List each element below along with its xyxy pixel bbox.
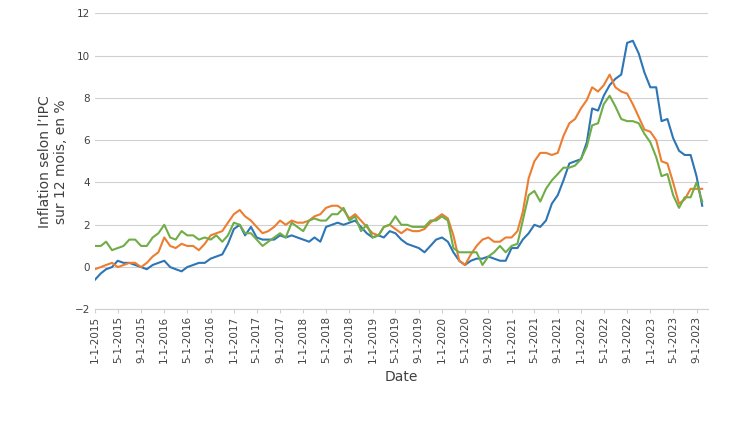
- Line: Europe: Europe: [95, 41, 702, 280]
- Line: États-Unis: États-Unis: [95, 75, 702, 269]
- Line: Canada: Canada: [95, 96, 702, 265]
- X-axis label: Date: Date: [385, 370, 418, 385]
- Y-axis label: Inflation selon l’IPC
sur 12 mois, en %: Inflation selon l’IPC sur 12 mois, en %: [37, 95, 68, 228]
